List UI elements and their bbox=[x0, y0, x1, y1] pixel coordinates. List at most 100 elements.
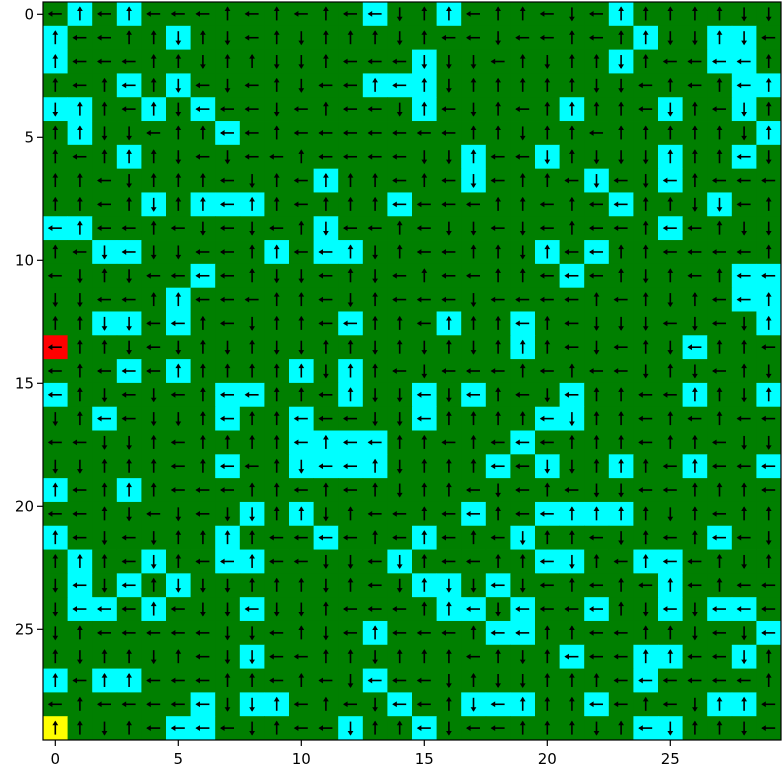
policy-arrow-icon bbox=[642, 244, 649, 259]
policy-arrow-icon bbox=[170, 439, 185, 446]
policy-arrow-icon bbox=[347, 673, 354, 688]
policy-arrow-icon bbox=[293, 558, 308, 565]
policy-arrow-icon bbox=[712, 368, 726, 374]
policy-arrow-icon bbox=[692, 364, 698, 379]
policy-arrow-icon bbox=[736, 582, 751, 589]
policy-arrow-icon bbox=[224, 650, 231, 665]
policy-arrow-icon bbox=[121, 534, 136, 541]
policy-arrow-icon bbox=[77, 339, 83, 354]
policy-arrow-icon bbox=[539, 34, 554, 41]
policy-arrow-icon bbox=[318, 463, 333, 470]
policy-arrow-icon bbox=[175, 54, 182, 69]
policy-arrow-icon bbox=[146, 725, 161, 731]
policy-arrow-icon bbox=[273, 506, 280, 521]
policy-arrow-icon bbox=[220, 225, 234, 232]
policy-arrow-icon bbox=[97, 177, 111, 184]
policy-arrow-icon bbox=[589, 130, 603, 136]
policy-arrow-icon bbox=[490, 701, 505, 708]
policy-arrow-icon bbox=[470, 221, 477, 236]
policy-arrow-icon bbox=[421, 530, 428, 545]
policy-arrow-icon bbox=[441, 106, 456, 113]
policy-arrow-icon bbox=[220, 463, 234, 470]
policy-arrow-icon bbox=[642, 364, 649, 379]
policy-arrow-icon bbox=[97, 225, 111, 232]
policy-arrow-icon bbox=[347, 577, 354, 592]
policy-arrow-icon bbox=[712, 320, 726, 327]
policy-arrow-icon bbox=[343, 58, 357, 65]
policy-arrow-icon bbox=[323, 626, 329, 641]
policy-arrow-icon bbox=[77, 696, 83, 711]
policy-arrow-icon bbox=[372, 245, 378, 260]
policy-arrow-icon bbox=[97, 368, 111, 374]
policy-arrow-icon bbox=[396, 554, 403, 569]
policy-arrow-icon bbox=[446, 78, 452, 93]
policy-arrow-icon bbox=[323, 54, 329, 69]
policy-arrow-icon bbox=[249, 650, 255, 665]
x-axis-ticks: 0 5 10 15 20 25 bbox=[51, 740, 680, 768]
policy-arrow-icon bbox=[343, 701, 357, 708]
policy-arrow-icon bbox=[490, 725, 505, 731]
policy-arrow-icon bbox=[519, 363, 526, 378]
policy-arrow-icon bbox=[569, 459, 575, 474]
policy-arrow-icon bbox=[396, 720, 403, 735]
policy-arrow-icon bbox=[220, 320, 234, 327]
policy-arrow-icon bbox=[273, 173, 280, 188]
policy-arrow-icon bbox=[72, 249, 87, 255]
policy-arrow-icon bbox=[692, 626, 698, 641]
policy-arrow-icon bbox=[470, 174, 477, 189]
policy-arrow-icon bbox=[249, 268, 255, 283]
policy-arrow-icon bbox=[52, 626, 59, 641]
policy-arrow-icon bbox=[170, 320, 185, 327]
policy-arrow-icon bbox=[200, 578, 206, 593]
policy-arrow-icon bbox=[741, 7, 747, 22]
policy-arrow-icon bbox=[244, 391, 259, 398]
policy-arrow-icon bbox=[642, 696, 649, 711]
policy-arrow-icon bbox=[716, 339, 723, 354]
policy-arrow-icon bbox=[323, 6, 329, 21]
policy-arrow-icon bbox=[638, 439, 653, 446]
policy-arrow-icon bbox=[642, 174, 649, 189]
policy-arrow-icon bbox=[47, 344, 62, 351]
policy-arrow-icon bbox=[765, 315, 772, 330]
policy-arrow-icon bbox=[52, 315, 59, 330]
policy-arrow-icon bbox=[77, 553, 83, 568]
policy-arrow-icon bbox=[150, 434, 157, 449]
policy-arrow-icon bbox=[396, 434, 403, 449]
policy-arrow-icon bbox=[593, 316, 600, 331]
policy-arrow-icon bbox=[77, 220, 83, 235]
policy-arrow-icon bbox=[372, 530, 378, 545]
policy-arrow-icon bbox=[495, 244, 501, 259]
policy-arrow-icon bbox=[421, 482, 428, 497]
policy-arrow-icon bbox=[52, 125, 59, 140]
policy-arrow-icon bbox=[613, 701, 628, 708]
policy-arrow-icon bbox=[372, 625, 378, 640]
policy-arrow-icon bbox=[539, 606, 554, 612]
policy-arrow-icon bbox=[244, 11, 259, 17]
policy-arrow-icon bbox=[716, 696, 723, 711]
x-tick-label: 15 bbox=[415, 750, 434, 768]
policy-arrow-icon bbox=[716, 268, 723, 283]
policy-arrow-icon bbox=[470, 77, 477, 92]
policy-arrow-icon bbox=[97, 415, 111, 422]
policy-arrow-icon bbox=[372, 173, 378, 188]
policy-arrow-icon bbox=[667, 649, 674, 664]
policy-arrow-icon bbox=[716, 197, 723, 212]
policy-arrow-icon bbox=[441, 201, 456, 208]
policy-arrow-icon bbox=[741, 554, 747, 569]
policy-arrow-icon bbox=[367, 677, 382, 684]
policy-arrow-icon bbox=[367, 225, 382, 232]
policy-arrow-icon bbox=[77, 269, 83, 284]
policy-arrow-icon bbox=[569, 220, 575, 235]
policy-arrow-icon bbox=[519, 553, 526, 568]
policy-arrow-icon bbox=[121, 368, 136, 374]
policy-arrow-icon bbox=[175, 150, 182, 165]
policy-arrow-icon bbox=[667, 625, 674, 640]
policy-arrow-icon bbox=[121, 106, 136, 113]
policy-arrow-icon bbox=[716, 77, 723, 92]
policy-arrow-icon bbox=[687, 653, 702, 660]
policy-arrow-icon bbox=[569, 77, 575, 92]
policy-arrow-icon bbox=[470, 102, 477, 117]
policy-arrow-icon bbox=[490, 582, 505, 589]
policy-arrow-icon bbox=[97, 606, 111, 612]
policy-arrow-icon bbox=[589, 34, 603, 41]
